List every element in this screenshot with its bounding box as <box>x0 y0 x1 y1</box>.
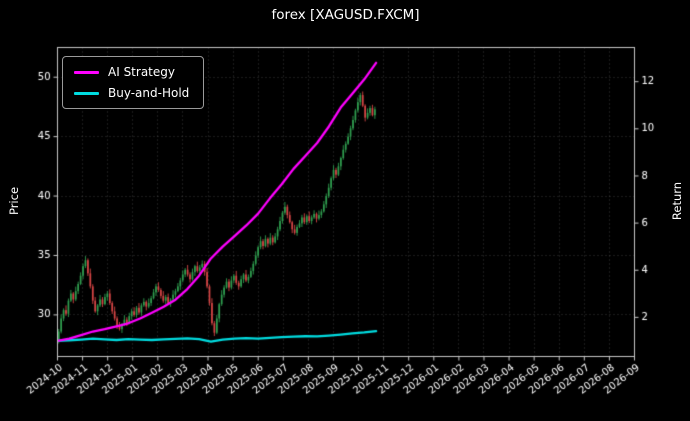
legend-label-ai-strategy: AI Strategy <box>108 65 175 79</box>
chart-title: forex [XAGUSD.FXCM] <box>271 7 420 23</box>
legend-item-buy-and-hold: Buy-and-Hold <box>74 86 189 100</box>
legend-label-buy-and-hold: Buy-and-Hold <box>108 86 190 100</box>
left-axis-label: Price <box>7 186 21 216</box>
right-axis-label: Return <box>670 181 684 221</box>
legend-line-buy-and-hold <box>74 91 99 95</box>
legend-item-ai-strategy: AI Strategy <box>74 65 189 79</box>
legend-line-ai-strategy <box>74 70 99 74</box>
legend: AI Strategy Buy-and-Hold <box>62 56 205 109</box>
